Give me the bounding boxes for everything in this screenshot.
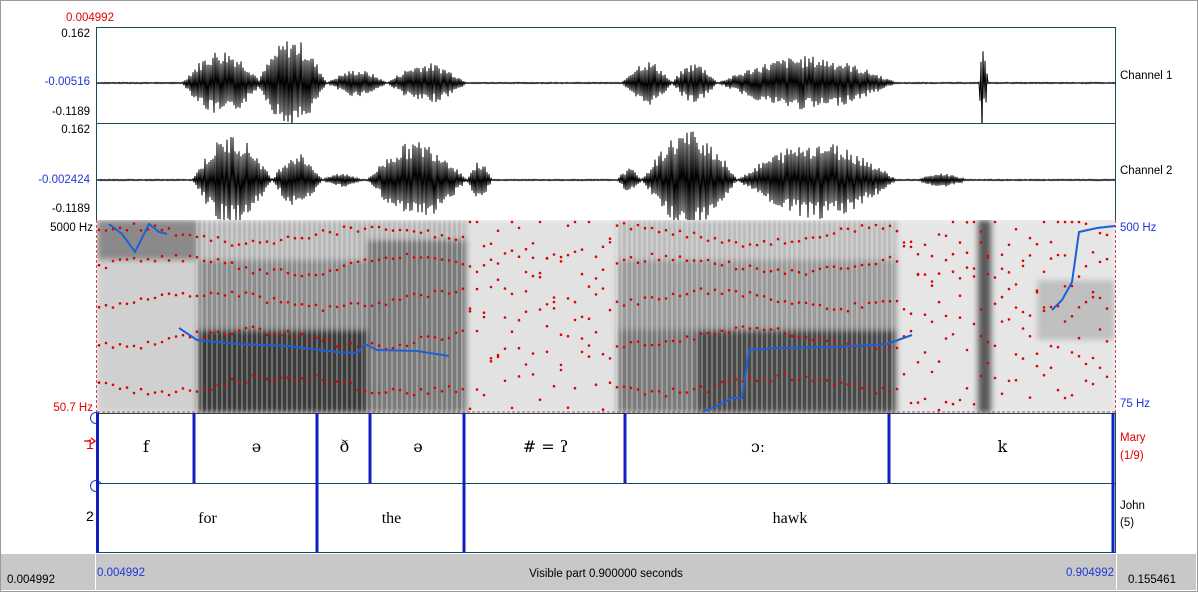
spectrogram-svg (97, 220, 1115, 413)
tier1-interval[interactable]: k (997, 437, 1008, 456)
top-time-label: 0.004992 (66, 12, 114, 24)
channel1-mid: -0.00516 (44, 76, 90, 88)
tier2-john[interactable]: for the hawk (96, 483, 1116, 553)
channel1-waveform[interactable] (96, 27, 1116, 124)
channel1-label: Channel 1 (1120, 70, 1173, 82)
visible-part-text: Visible part 0.900000 seconds (529, 568, 683, 580)
visible-part-bar[interactable] (96, 554, 1116, 590)
freq-top-label: 5000 Hz (50, 222, 93, 234)
tier2-interval[interactable]: for (198, 510, 217, 527)
tier1-number: 1 (86, 436, 94, 452)
spectrogram[interactable] (96, 220, 1116, 413)
tier1-interval[interactable]: ð (339, 437, 350, 456)
channel1-max: 0.162 (61, 28, 90, 40)
tier1-pointer-icon (84, 437, 96, 445)
tier1-interval[interactable]: ə (413, 437, 423, 456)
channel2-max: 0.162 (61, 124, 90, 136)
channel2-min: -0.1189 (51, 203, 90, 215)
tier2-interval[interactable]: the (381, 510, 402, 527)
channel1-min: -0.1189 (51, 106, 90, 118)
visible-end-label: 0.904992 (1066, 567, 1114, 579)
tier1-interval[interactable]: f (143, 437, 149, 456)
channel2-mid: -0.002424 (38, 174, 90, 186)
pitch-bottom-label: 75 Hz (1120, 398, 1151, 410)
tier1-interval[interactable]: # = ʔ (522, 437, 569, 456)
tier1-name: Mary (1120, 432, 1146, 444)
tier2-count: (5) (1120, 517, 1135, 529)
pitch-top-label: 500 Hz (1120, 222, 1157, 234)
channel2-waveform[interactable] (96, 123, 1116, 221)
channel2-waveform-svg (97, 131, 1115, 220)
tier1-interval[interactable]: ə (251, 437, 262, 456)
window-end-label: 0.155461 (1128, 574, 1176, 586)
tier1-interval[interactable]: ɔː (750, 437, 766, 456)
freq-bottom-label: 50.7 Hz (53, 402, 93, 414)
channel2-label: Channel 2 (1120, 165, 1173, 177)
tier2-name: John (1120, 500, 1145, 512)
tier2-number: 2 (86, 508, 94, 524)
right-scroll-area[interactable] (1117, 554, 1196, 590)
left-scroll-area[interactable] (1, 554, 95, 590)
tier2-interval[interactable]: hawk (772, 510, 808, 527)
visible-start-label: 0.004992 (97, 567, 145, 579)
tier1-count: (1/9) (1120, 450, 1144, 462)
window-start-label: 0.004992 (7, 574, 55, 586)
channel1-waveform-svg (97, 41, 1115, 123)
tier1-mary[interactable]: f ə ð ə # = ʔ ɔː k (96, 413, 1116, 484)
